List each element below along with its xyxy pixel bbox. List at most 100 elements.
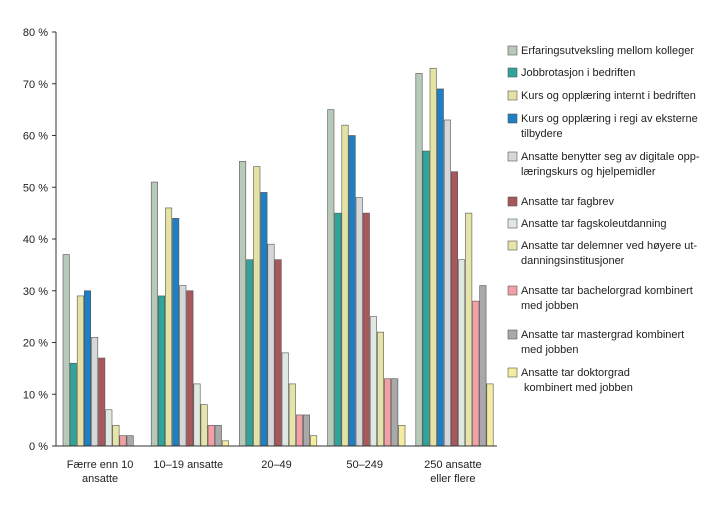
bar (295, 414, 303, 447)
legend-swatch (507, 218, 518, 229)
bar (376, 331, 384, 447)
bar (76, 295, 84, 447)
bar (348, 135, 356, 447)
bars (62, 67, 494, 447)
legend-item: Ansatte tar bachelorgrad kombinert med jo… (507, 285, 693, 312)
legend-swatch (507, 67, 518, 78)
bar (62, 254, 70, 447)
legend-label: Ansatte tar bachelorgrad kombinert med jo… (521, 285, 693, 312)
legend-item: Kurs og opplæring internt i bedriften (507, 90, 696, 102)
y-tick-label: 30 % (23, 286, 48, 298)
bar (458, 259, 466, 447)
y-tick-label: 60 % (23, 131, 48, 143)
x-category-label: 20–49 (261, 459, 292, 471)
bar (98, 357, 106, 447)
x-category-label: Færre enn 10 ansatte (67, 459, 134, 485)
legend-label: Ansatte tar fagskoleutdanning (521, 218, 667, 230)
legend-label: Ansatte tar delemner ved høyere ut-danni… (521, 240, 697, 267)
legend-item: Ansatte tar doktorgrad kombinert med job… (507, 367, 633, 394)
bar (369, 316, 377, 447)
legend-item: Kurs og opplæring i regi av eksterne tilb… (507, 113, 698, 140)
legend-swatch (507, 113, 518, 124)
bar (415, 73, 423, 447)
bar (193, 383, 201, 447)
legend-item: Ansatte tar delemner ved høyere ut-danni… (507, 240, 697, 267)
y-tick-label: 0 % (29, 441, 48, 453)
bar (239, 161, 247, 447)
bar (288, 383, 296, 447)
bar (112, 424, 120, 447)
bar (172, 218, 180, 447)
bar (362, 212, 370, 447)
x-category-label: 10–19 ansatte (153, 459, 223, 471)
y-tick-label: 80 % (23, 27, 48, 39)
bar (214, 424, 222, 447)
y-tick-label: 50 % (23, 182, 48, 194)
bar (274, 259, 282, 447)
legend-label: Kurs og opplæring i regi av eksterne tilb… (521, 113, 698, 140)
bar (355, 197, 363, 447)
bar (302, 414, 310, 447)
bar (200, 404, 208, 447)
legend-swatch (507, 285, 518, 296)
bar (253, 166, 261, 447)
bar (429, 67, 437, 447)
bar (450, 171, 458, 447)
bar (341, 124, 349, 447)
bar (443, 119, 451, 447)
legend-label: Ansatte tar fagbrev (521, 196, 614, 208)
legend-item: Ansatte tar fagbrev (507, 196, 614, 208)
bar (310, 435, 318, 447)
bar (327, 109, 335, 447)
legend-swatch (507, 367, 518, 378)
y-axis: 0 % 10 % 20 % 30 % 40 % 50 % 60 % 70 % 80 % (23, 27, 57, 453)
bar (436, 88, 444, 447)
legend-swatch (507, 151, 518, 162)
bar (119, 435, 127, 447)
bar (472, 300, 480, 447)
legend-item: Ansatte tar fagskoleutdanning (507, 218, 667, 230)
y-tick-label: 10 % (23, 389, 48, 401)
y-tick-label: 70 % (23, 79, 48, 91)
bar (398, 424, 406, 447)
legend-label: Jobbrotasjon i bedriften (521, 67, 635, 79)
legend-label: Erfaringsutveksling mellom kolleger (521, 45, 694, 57)
bar (221, 440, 229, 447)
bar (465, 212, 473, 447)
legend-swatch (507, 240, 518, 251)
bar (84, 290, 92, 447)
bar (246, 259, 254, 447)
y-tick-label: 20 % (23, 338, 48, 350)
bar (69, 362, 77, 447)
bar (207, 424, 215, 447)
bar (391, 378, 399, 447)
legend-swatch (507, 45, 518, 56)
bar (281, 352, 289, 447)
legend-label: Ansatte benytter seg av digitale opp-lær… (521, 151, 700, 178)
x-category-label: 250 ansatte eller flere (424, 459, 482, 485)
bar (479, 285, 487, 447)
bar (267, 243, 275, 447)
legend-label: Kurs og opplæring internt i bedriften (521, 90, 696, 102)
bar (91, 337, 99, 447)
legend-swatch (507, 90, 518, 101)
legend-item: Jobbrotasjon i bedriften (507, 67, 635, 79)
bar (105, 409, 113, 447)
legend-item: Erfaringsutveksling mellom kolleger (507, 45, 694, 57)
bar (179, 285, 187, 447)
bar (334, 212, 342, 447)
x-axis: Færre enn 10 ansatte 10–19 ansatte 20–49 50–… (56, 445, 497, 485)
bar (486, 383, 494, 447)
bar (126, 435, 134, 447)
y-tick-label: 40 % (23, 234, 48, 246)
bar (158, 295, 166, 447)
legend-item: Ansatte tar mastergrad kombinert med jobb… (507, 329, 684, 356)
legend-swatch (507, 329, 518, 340)
bar (384, 378, 392, 447)
bar (260, 192, 268, 447)
legend-item: Ansatte benytter seg av digitale opp-lær… (507, 151, 700, 178)
legend-swatch (507, 196, 518, 207)
bar (422, 150, 430, 447)
legend-label: Ansatte tar doktorgrad kombinert med job… (521, 367, 633, 394)
